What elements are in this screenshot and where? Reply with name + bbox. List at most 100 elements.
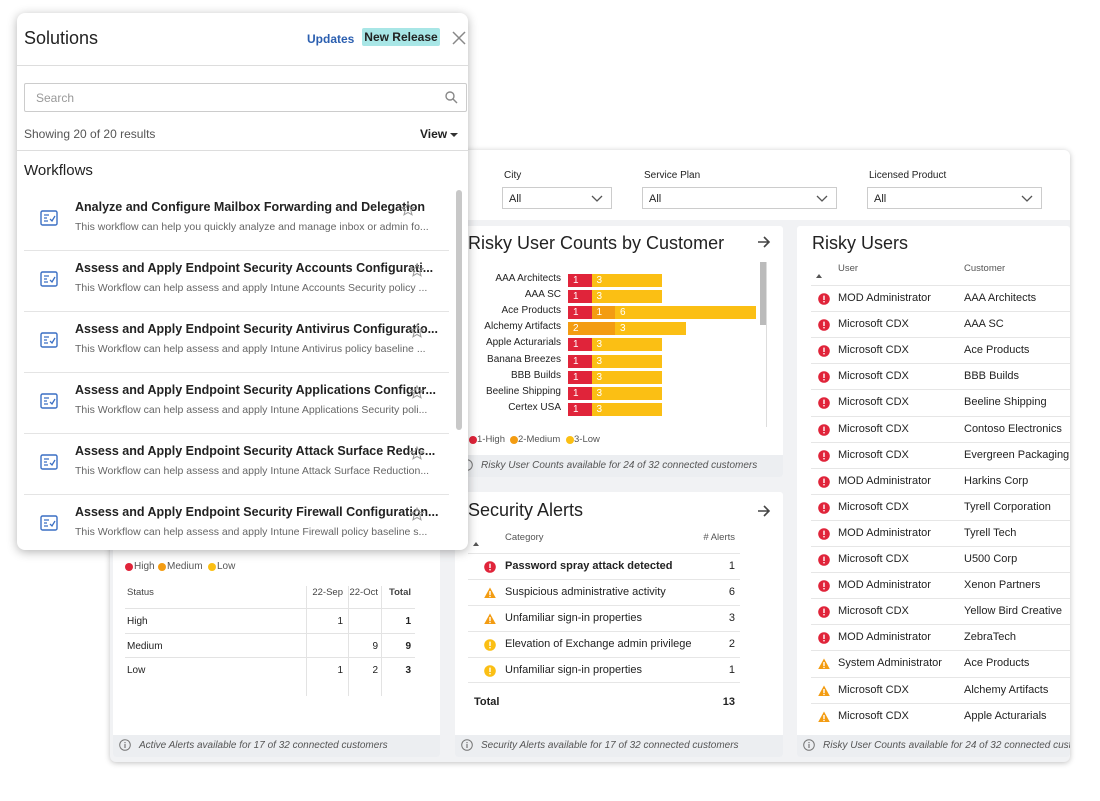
column-header: # Alerts	[703, 532, 735, 543]
workflow-description: This Workflow can help assess and apply …	[75, 282, 428, 294]
scrollbar[interactable]	[456, 190, 462, 430]
severity-icon	[484, 561, 496, 573]
divider	[17, 65, 468, 66]
alert-count: 6	[728, 586, 735, 598]
search-box[interactable]: Search	[24, 83, 467, 112]
user-customer: Alchemy Artifacts	[964, 683, 1049, 696]
row-divider	[468, 657, 740, 658]
scroll-track	[766, 262, 767, 427]
info-icon	[461, 739, 473, 751]
user-customer: Harkins Corp	[964, 474, 1029, 487]
bar-value: 1	[573, 371, 579, 383]
severity-icon	[818, 475, 830, 488]
bar-label: Ace Products	[501, 305, 561, 317]
row-divider	[811, 546, 1070, 547]
workflow-item[interactable]: Assess and Apply Endpoint Security Appli…	[24, 373, 449, 434]
favorite-star	[401, 202, 415, 216]
user-name: Microsoft CDX	[838, 422, 909, 435]
alert-category: Password spray attack detected	[505, 560, 673, 572]
severity-icon	[818, 554, 830, 566]
favorite-star	[410, 385, 424, 399]
filter-select[interactable]: All	[502, 187, 612, 209]
bar-value: 3	[596, 387, 603, 399]
status-label: Medium	[127, 640, 163, 652]
legend-swatch	[125, 563, 133, 571]
workflow-icon	[40, 332, 58, 348]
favorite-star	[410, 263, 424, 277]
workflow-item[interactable]: Assess and Apply Endpoint Security Attac…	[24, 434, 449, 495]
user-customer: Contoso Electronics	[964, 422, 1062, 435]
row-divider	[811, 389, 1070, 391]
results-count: Showing 20 of 20 results	[24, 127, 156, 141]
user-customer: AAA Architects	[964, 292, 1037, 304]
bar-segment: 3	[591, 290, 662, 304]
column-header: Category	[505, 532, 544, 543]
workflow-title: Analyze and Configure Mailbox Forwarding…	[75, 200, 426, 214]
scrollbar[interactable]	[760, 262, 766, 325]
search-icon	[445, 91, 458, 104]
bar-value: 3	[596, 403, 603, 415]
workflow-item[interactable]: Assess and Apply Endpoint Security Antiv…	[24, 312, 449, 373]
open-arrow	[758, 236, 771, 248]
filter-select[interactable]: All	[642, 187, 837, 209]
legend-swatch	[510, 436, 518, 444]
row-divider	[811, 311, 1070, 313]
new-release-badge[interactable]: New Release	[362, 28, 440, 46]
user-name: Microsoft CDX	[838, 370, 909, 383]
bar-segment: 3	[591, 354, 662, 368]
caret	[591, 195, 603, 202]
alert-category: Suspicious administrative activity	[505, 586, 666, 598]
workflow-icon	[40, 515, 58, 531]
row-divider	[811, 441, 1070, 443]
workflow-icon	[40, 393, 58, 409]
divider	[17, 150, 468, 151]
bar-segment: 2	[568, 322, 615, 336]
alert-count: 3	[728, 612, 735, 624]
workflow-description: This Workflow can help assess and apply …	[75, 404, 428, 416]
table-border	[381, 586, 382, 696]
search-placeholder: Search	[36, 91, 75, 105]
legend-swatch	[469, 436, 477, 444]
user-name: Microsoft CDX	[838, 318, 909, 331]
workflow-item[interactable]: Analyze and Configure Mailbox Forwarding…	[24, 190, 449, 251]
filter-select[interactable]: All	[867, 187, 1042, 209]
severity-icon	[818, 397, 830, 410]
section-title: Workflows	[24, 162, 93, 179]
bar-value: 6	[620, 307, 626, 319]
alert-category: Unfamiliar sign-in properties	[505, 664, 642, 676]
bar-segment: 1	[568, 402, 592, 416]
view-menu[interactable]: View	[420, 127, 459, 141]
alert-category: Unfamiliar sign-in properties	[505, 612, 642, 624]
updates-link[interactable]: Updates	[307, 32, 355, 46]
table-border	[306, 586, 307, 696]
bar-segment: 3	[591, 402, 662, 416]
alert-count: 1	[728, 664, 735, 676]
bar-value: 2	[573, 323, 579, 335]
bar-segment: 1	[568, 370, 592, 384]
user-name: MOD Administrator	[838, 292, 931, 304]
workflow-item[interactable]: Assess and Apply Endpoint Security Accou…	[24, 251, 449, 312]
close-button[interactable]	[452, 31, 466, 45]
bar-value: 3	[596, 371, 603, 383]
row-divider	[811, 676, 1070, 678]
card-footer: Risky User Counts available for 24 of 32…	[797, 735, 1070, 757]
bar-label: Certex USA	[508, 401, 561, 413]
alert-count: 1	[337, 616, 343, 627]
user-customer: Apple Acturarials	[964, 709, 1047, 722]
filter-label: Licensed Product	[869, 170, 947, 181]
bar-segment: 3	[591, 386, 662, 400]
row-divider	[811, 415, 1070, 417]
filter-label: Service Plan	[644, 170, 701, 181]
caret	[450, 133, 459, 137]
card-footer: Security Alerts available for 17 of 32 c…	[455, 735, 783, 757]
user-customer: BBB Builds	[964, 370, 1020, 383]
user-customer: ZebraTech	[964, 631, 1016, 644]
alert-count: 1	[337, 665, 343, 676]
bar-label: AAA SC	[524, 289, 561, 301]
column-header: User	[838, 263, 859, 274]
active-alerts-card: High Medium Low Status 22-Sep 22-Oct Total High…	[113, 540, 440, 757]
row-divider	[125, 632, 415, 634]
workflow-item[interactable]: Assess and Apply Endpoint Security Firew…	[24, 495, 449, 550]
user-customer: Tyrell Tech	[964, 526, 1017, 539]
